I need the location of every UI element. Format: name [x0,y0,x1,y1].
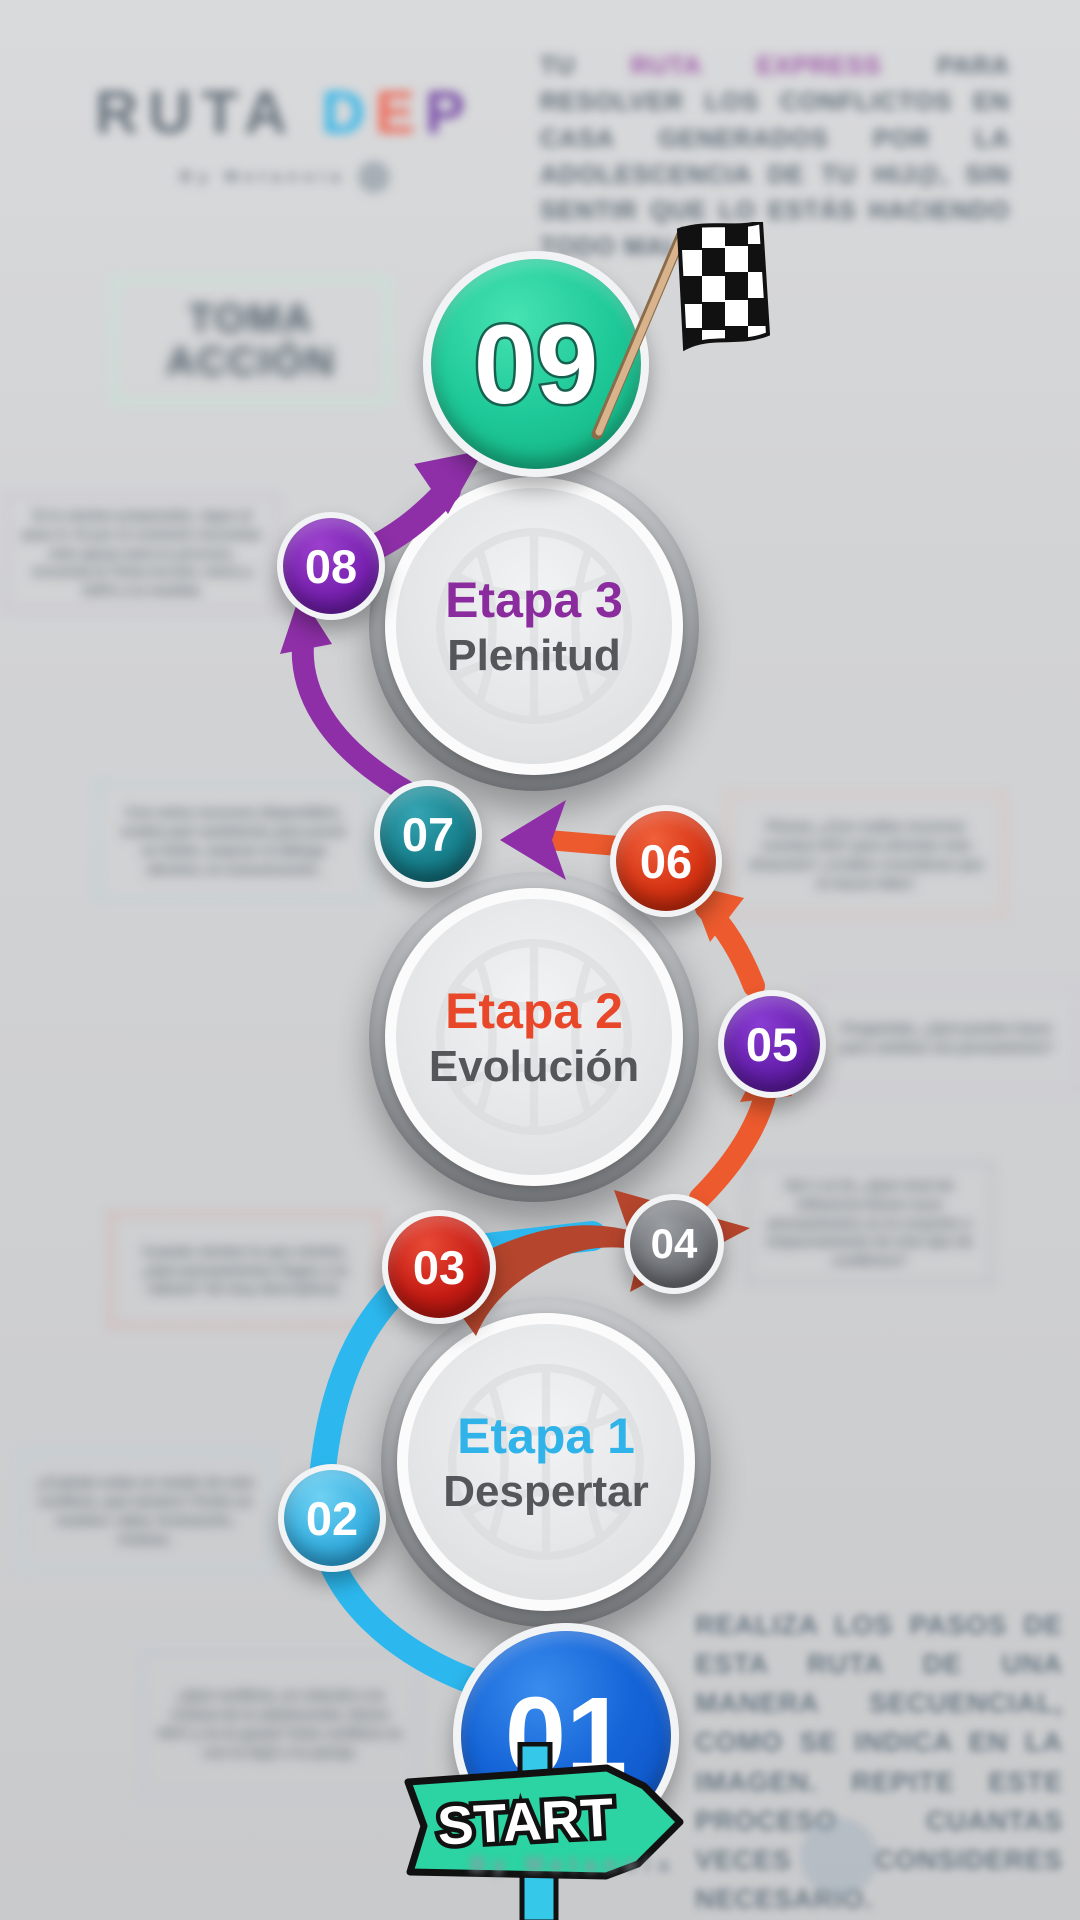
step-circle-01: 01 [453,1623,679,1849]
intro-text: TU RUTA EXPRESS PARA RESOLVER LOS CONFLI… [540,52,1010,262]
step-number: 07 [401,807,455,861]
step-number: 02 [305,1491,359,1545]
step-circle-04: 04 [624,1194,724,1294]
step-circle-03: 03 [382,1210,496,1324]
logo-letter-p: P [424,79,476,146]
step-number: 09 [471,299,601,429]
note-step-04: Del 1 al 10, ¿Qué nivel de influencia ti… [747,1163,992,1283]
brain-watermark-icon [436,939,632,1135]
logo: RUTA DEP By Metanoia [85,78,485,193]
stage-title: Etapa 3 [445,572,623,628]
brain-watermark-icon [436,528,632,724]
stage-subtitle: Plenitud [447,631,621,680]
stage-circle-etapa-1: Etapa 1 Despertar [381,1297,711,1627]
stage-title: Etapa 2 [445,983,623,1039]
flow-note: REALIZA LOS PASOS DE ESTA RUTA DE UNA MA… [695,1610,1063,1914]
logo-wordmark: RUTA DEP [85,78,485,147]
step-circle-05: 05 [718,990,826,1098]
logo-letter-e: E [374,79,425,146]
step-circle-06: 06 [610,805,722,917]
logo-ruta: RUTA [94,79,295,146]
logo-letter-d: D [321,79,375,146]
step-circle-02: 02 [278,1464,386,1572]
toma-accion-box: TOMA ACCIÓN [112,278,390,404]
footer-byline: By Metanoia [470,1852,677,1877]
brain-watermark-icon [448,1364,644,1560]
note-step-05: Pregúntate, ¿Qué puedes hacer para cambi… [814,984,1080,1092]
note-step-01: ¿Qué conflicto, en relación a la crianza… [142,1652,418,1796]
intro-highlight: RUTA EXPRESS [630,52,882,80]
note-step-07: Con estos recursos disponibles, evalúa q… [96,782,372,900]
metanoia-logo-icon [358,161,391,193]
note-step-06: Piensa, ¿Con cuáles recursos cuentas HOY… [727,794,1005,916]
note-step-02: ¿Cuándo estás en medio de este conflicto… [20,1452,270,1570]
footer-logo-icon [800,1818,878,1896]
stage-circle-etapa-2: Etapa 2 Evolución [369,872,699,1202]
note-step-03: Cuando sientes lo que sientes, ¿Qué pens… [110,1213,380,1327]
step-number: 06 [639,834,693,888]
logo-byline: By Metanoia [85,161,485,193]
step-number: 01 [504,1674,628,1798]
note-step-08: Si te sientes preparad@, sigue al paso 9… [6,495,278,611]
step-circle-09: 09 [423,251,649,477]
step-number: 03 [412,1240,466,1294]
step-number: 04 [650,1220,698,1267]
toma-accion-label: TOMA ACCIÓN [166,296,336,384]
stage-circle-etapa-3: Etapa 3 Plenitud [369,461,699,791]
stage-subtitle: Evolución [428,1042,640,1091]
step-number: 08 [304,539,358,593]
stage-title: Etapa 1 [457,1408,635,1464]
step-circle-08: 08 [277,512,385,620]
arrow-left-icon [500,800,566,880]
stage-subtitle: Despertar [443,1467,649,1516]
step-circle-07: 07 [374,780,482,888]
step-number: 05 [745,1017,799,1071]
